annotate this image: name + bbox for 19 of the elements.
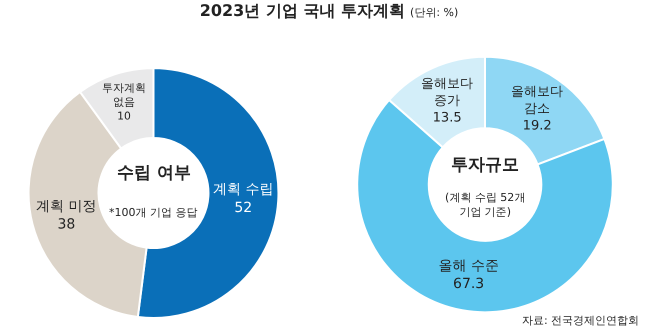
slice-label: 계획 수립: [213, 182, 274, 198]
data-label: 13.5: [432, 110, 462, 126]
data-label: 67.3: [453, 276, 484, 292]
slice-label: 투자계획 없음: [102, 81, 146, 108]
data-label: 38: [57, 216, 76, 233]
data-label: 10: [117, 109, 131, 122]
slice-label: 올해보다 증가: [421, 76, 474, 108]
text: 투자규모: [451, 155, 519, 175]
text: (계획 수립 52개 기업 기준): [445, 191, 526, 218]
data-label: 19.2: [522, 118, 552, 134]
slice-label: 올해 수준: [438, 258, 499, 274]
slice-label: 계획 미정: [36, 198, 97, 214]
text: 2023년 기업 국내 투자계획: [200, 1, 405, 20]
text: (단위: %): [410, 6, 458, 20]
text: 자료: 전국경제인연합회: [522, 314, 640, 327]
text: 수립 여부: [117, 163, 191, 183]
text: *100개 기업 응답: [109, 206, 198, 219]
slice-label: 올해보다 감소: [511, 84, 564, 116]
data-label: 52: [234, 200, 252, 216]
